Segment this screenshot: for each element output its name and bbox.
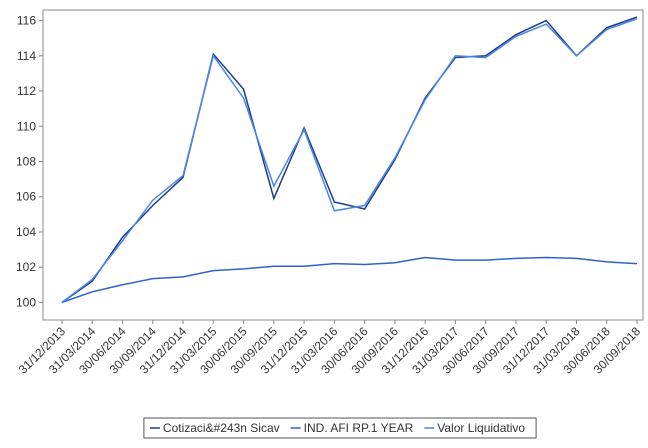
y-tick-label: 104 [16,225,36,239]
legend-box [143,417,537,439]
y-tick-label: 114 [17,49,36,63]
series-line [61,256,638,304]
y-tick-label: 110 [17,119,36,133]
y-tick-label: 112 [17,84,36,98]
y-tick-label: 108 [16,154,36,168]
y-tick-label: 116 [17,14,36,28]
series-line [61,18,638,303]
series-line [61,16,638,304]
plot-frame [42,9,644,321]
y-tick-label: 102 [16,260,36,274]
y-tick-label: 100 [16,295,36,309]
legend-label: Valor Liquidativo [437,421,525,435]
legend: Cotizaci&#243n Sicav IND. AFI RP.1 YEAR Va… [143,417,537,439]
legend-label: IND. AFI RP.1 YEAR [304,421,414,435]
y-tick-label: 106 [16,190,36,204]
legend-label: Cotizaci&#243n Sicav [163,421,280,435]
